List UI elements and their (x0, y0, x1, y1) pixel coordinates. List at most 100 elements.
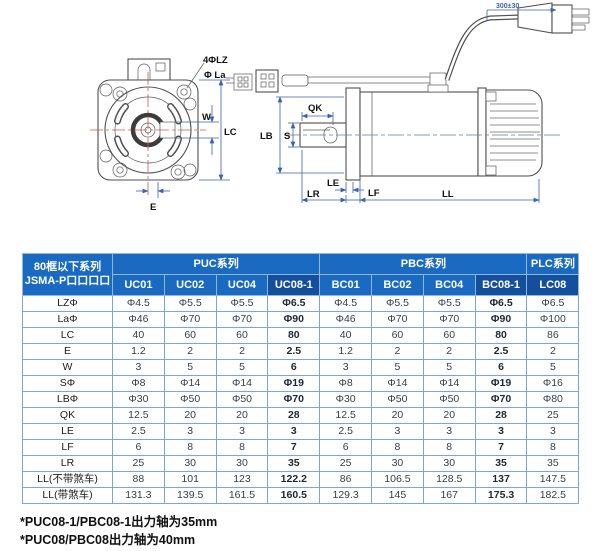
dimension-value-cell: 2 (526, 343, 580, 360)
dimension-value-cell: Φ6.5 (267, 295, 321, 312)
dimension-value-cell: Φ90 (474, 311, 528, 328)
dimension-value-cell: 8 (215, 439, 269, 456)
model-column-header: BC01 (319, 274, 373, 296)
dimension-value-cell: 129.3 (319, 487, 373, 504)
dimension-value-cell: 1.2 (319, 343, 373, 360)
dimension-value-cell: Φ5.5 (371, 295, 424, 312)
plug-body (551, 4, 573, 34)
dimension-value-cell: Φ50 (163, 391, 217, 408)
dimension-value-cell: 2 (163, 343, 217, 360)
label-s: S (284, 131, 290, 142)
model-column-header: UC08-1 (267, 274, 321, 296)
dimension-value-cell: 88 (112, 471, 165, 488)
dimension-value-cell: Φ16 (526, 375, 580, 392)
label-lr: LR (307, 189, 320, 200)
dimension-value-cell: 12.5 (112, 407, 165, 424)
series-group-header: PBC系列 (319, 253, 528, 275)
arc-slots (114, 103, 182, 157)
dimension-value-cell: Φ14 (215, 375, 269, 392)
dimension-value-cell: 122.2 (267, 471, 321, 488)
dimension-table: 80框以下系列 JSMA-P口口口口 PUC系列 PBC系列 PLC系列 UC01 UC02… (22, 253, 580, 504)
dimension-value-cell: Φ100 (526, 311, 580, 328)
dimension-row-label: LZΦ (22, 295, 113, 312)
table-corner-header: 80框以下系列 JSMA-P口口口口 (22, 253, 113, 296)
dimension-value-cell: 30 (422, 455, 476, 472)
power-cable (444, 2, 590, 81)
plug-pin (571, 16, 590, 24)
dimension-value-cell: 3 (112, 359, 165, 376)
model-column-header: UC02 (163, 274, 217, 296)
dimension-row-label: E (22, 343, 113, 360)
terminal-tab (155, 62, 166, 72)
dimension-value-cell: Φ70 (474, 391, 528, 408)
dimension-value-cell: 3 (474, 423, 528, 440)
terminal-box (127, 58, 171, 81)
dimension-value-cell: 28 (267, 407, 321, 424)
series-group-header: PUC系列 (111, 253, 321, 275)
bolt-holes (112, 84, 192, 180)
corner-hole-icon (183, 97, 197, 111)
dimension-value-cell: 40 (112, 327, 165, 344)
series-title-line: 80框以下系列 (33, 260, 102, 273)
encoder-cable (226, 69, 447, 93)
dimension-row-label: LaΦ (22, 311, 113, 328)
dimension-value-cell: 28 (474, 407, 528, 424)
leader-line (186, 62, 205, 89)
dimension-value-cell: Φ46 (319, 311, 373, 328)
footnotes: *PUC08-1/PBC08-1出力轴为35mm *PUC08/PBC08出力轴… (20, 514, 217, 549)
dimension-row-label: LE (22, 423, 113, 440)
dimension-value-cell: Φ70 (163, 311, 217, 328)
model-column-header: UC01 (112, 274, 165, 296)
dimension-value-cell: 128.5 (422, 471, 476, 488)
terminal-slot (137, 63, 151, 80)
table-row: LBΦ Φ30 Φ50 Φ50 Φ70 Φ30 Φ50 Φ50 Φ70 Φ80 (22, 391, 580, 408)
dimension-value-cell: Φ46 (112, 311, 165, 328)
label-lb: LB (260, 131, 273, 142)
dimension-value-cell: 2.5 (319, 423, 373, 440)
dimension-value-cell: 6 (112, 439, 165, 456)
series-group-header: PLC系列 (526, 253, 580, 275)
dimension-value-cell: 137 (474, 471, 528, 488)
table-row: SΦ Φ8 Φ14 Φ14 Φ19 Φ8 Φ14 Φ14 Φ19 Φ16 (22, 375, 580, 392)
dimension-value-cell: 8 (371, 439, 424, 456)
dimension-value-cell: 20 (163, 407, 217, 424)
dimension-value-cell: Φ14 (163, 375, 217, 392)
dimension-value-cell: Φ50 (215, 391, 269, 408)
dimension-value-cell: 8 (163, 439, 217, 456)
label-w: W (202, 112, 211, 123)
table-row: LR 25 30 30 35 25 30 30 35 35 (22, 455, 580, 472)
dimension-value-cell: Φ80 (526, 391, 580, 408)
corner-hole-icon (99, 83, 113, 97)
dimension-value-cell: 3 (215, 423, 269, 440)
dimension-value-cell: 20 (215, 407, 269, 424)
table-row: LL(不带煞车) 88 101 123 122.2 86 106.5 128.5 137 147.… (22, 471, 580, 488)
dimension-row-label: W (22, 359, 113, 376)
table-row: LaΦ Φ46 Φ70 Φ70 Φ90 Φ46 Φ70 Φ70 Φ90 Φ100 (22, 311, 580, 328)
dimension-row-label: LBΦ (22, 391, 113, 408)
dimension-value-cell: Φ14 (422, 375, 476, 392)
side-view: 300±30 (226, 2, 590, 203)
plug-pin (571, 24, 586, 31)
cooling-fins (490, 103, 540, 161)
flange-plate (345, 87, 361, 181)
dimension-value-cell: Φ4.5 (112, 295, 165, 312)
table-row: LE 2.5 3 3 3 2.5 3 3 3 3 (22, 423, 580, 440)
dimension-value-cell: 175.3 (474, 487, 528, 504)
label-phi-la: Φ La (204, 70, 226, 81)
table-row: QK 12.5 20 20 28 12.5 20 20 28 25 (22, 407, 580, 424)
dimension-row-label: SΦ (22, 375, 113, 392)
dimension-value-cell: 5 (526, 359, 580, 376)
dimension-value-cell: Φ6.5 (526, 295, 580, 312)
table-row: LZΦ Φ4.5 Φ5.5 Φ5.5 Φ6.5 Φ4.5 Φ5.5 Φ5.5 Φ6.5 Φ6.5 (22, 295, 580, 312)
motor-body (345, 84, 543, 181)
dimension-value-cell: 30 (163, 455, 217, 472)
dimension-value-cell: 25 (319, 455, 373, 472)
dimension-value-cell: 2 (422, 343, 476, 360)
dimension-value-cell: 3 (371, 423, 424, 440)
dimension-value-cell: 182.5 (526, 487, 580, 504)
model-column-header: BC08-1 (474, 274, 528, 296)
dimension-value-cell: 86 (526, 327, 580, 344)
label-ll: LL (442, 189, 454, 200)
dimension-value-cell: 2 (215, 343, 269, 360)
